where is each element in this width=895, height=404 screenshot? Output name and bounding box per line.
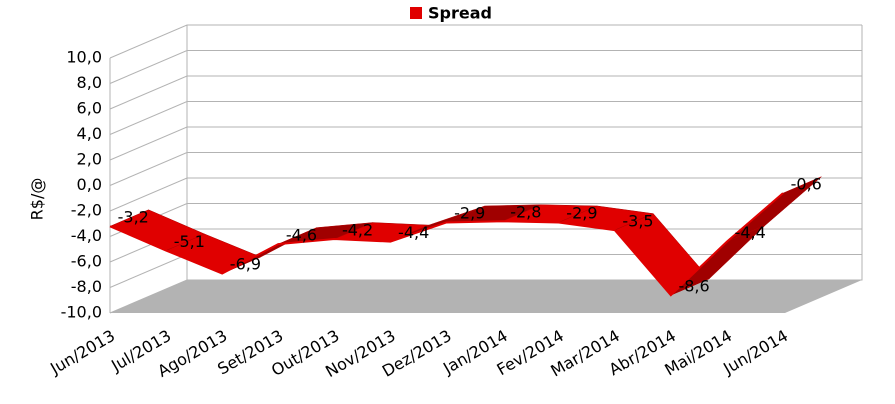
y-tick-label: -2,0 <box>71 201 102 220</box>
grid-line <box>109 126 862 161</box>
data-label: -3,5 <box>622 211 653 230</box>
legend-label: Spread <box>428 4 492 23</box>
grid-line <box>109 75 862 110</box>
data-label: -5,1 <box>174 232 205 251</box>
data-label: -2,9 <box>566 204 597 223</box>
data-label: -2,8 <box>510 202 541 221</box>
data-label: -8,6 <box>678 276 709 295</box>
data-label: -3,2 <box>118 208 149 227</box>
x-tick-label: Jun/2013 <box>46 326 118 379</box>
y-tick-label: 6,0 <box>77 99 102 118</box>
y-tick-label: 4,0 <box>77 124 102 143</box>
y-tick-label: 10,0 <box>66 48 102 67</box>
y-tick-label: 8,0 <box>77 73 102 92</box>
data-label: -4,4 <box>735 223 766 242</box>
y-tick-label: -4,0 <box>71 226 102 245</box>
data-label: -2,9 <box>454 204 485 223</box>
data-label: -4,2 <box>342 220 373 239</box>
grid-line <box>109 177 862 212</box>
y-tick-label: 0,0 <box>77 175 102 194</box>
y-tick-label: -8,0 <box>71 277 102 296</box>
y-tick-label: -6,0 <box>71 252 102 271</box>
y-tick-label: -10,0 <box>61 303 102 322</box>
data-label: -6,9 <box>230 255 261 274</box>
y-axis-label: R$/@ <box>28 178 47 221</box>
data-label: -4,4 <box>398 223 429 242</box>
grid-line <box>109 50 862 84</box>
data-label: -4,6 <box>286 225 317 244</box>
grid-line <box>109 279 862 314</box>
y-tick-label: 2,0 <box>77 150 102 169</box>
data-label: -0,6 <box>791 174 822 193</box>
grid-line <box>109 152 862 186</box>
grid-line <box>109 101 862 135</box>
grid-line <box>109 24 862 59</box>
floor <box>110 280 862 313</box>
legend-swatch <box>410 7 422 19</box>
line <box>109 192 784 297</box>
